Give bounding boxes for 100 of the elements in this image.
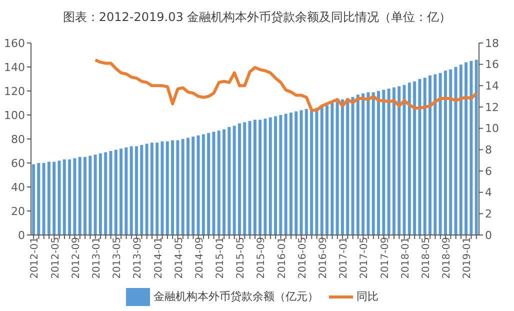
bar [351, 97, 354, 235]
bar [402, 85, 406, 235]
bar [73, 158, 76, 235]
x-tick-label: 2012-09 [70, 237, 82, 279]
bar [47, 162, 50, 235]
bar [454, 67, 458, 235]
bar [124, 147, 128, 235]
x-tick-label: 2015-01 [215, 237, 226, 279]
bar [130, 146, 133, 235]
y-tick-label: 0 [18, 228, 25, 242]
bar [366, 92, 370, 235]
y2-tick-label: 14 [485, 80, 499, 93]
x-tick-label: 2018-09 [442, 237, 453, 279]
bar [228, 127, 231, 235]
bar [134, 146, 138, 235]
y-tick-label: 120 [4, 84, 25, 98]
bar [438, 73, 442, 235]
bar [202, 134, 205, 235]
bar [326, 105, 329, 235]
x-tick-label: 2014-01 [153, 237, 164, 279]
bar [362, 93, 365, 235]
bar [382, 90, 386, 235]
y-tick-label: 100 [4, 108, 25, 122]
bar [408, 82, 411, 235]
bar [413, 81, 416, 235]
bar [120, 148, 123, 235]
bar [166, 141, 169, 235]
bar [423, 78, 426, 235]
bar [356, 94, 360, 235]
y2-tick-label: 6 [485, 164, 492, 178]
bar [104, 152, 108, 235]
bar [449, 69, 452, 235]
x-tick-label: 2013-09 [132, 237, 144, 279]
bar [340, 99, 344, 235]
x-tick-label: 2017-05 [359, 237, 370, 279]
y2-tick-label: 2 [485, 208, 492, 221]
bar [346, 98, 350, 235]
bar [253, 120, 256, 235]
bar [274, 116, 278, 235]
bar [217, 130, 220, 235]
bar [52, 162, 56, 235]
bar [434, 74, 437, 235]
bar [387, 88, 390, 235]
bar [212, 132, 216, 235]
bar [330, 103, 334, 235]
bar [37, 163, 40, 235]
bar [279, 115, 282, 235]
bar [459, 64, 462, 235]
bar [300, 110, 303, 235]
bar [171, 140, 174, 235]
bar [83, 157, 86, 235]
y2-tick-label: 8 [485, 144, 492, 157]
bar [192, 136, 195, 235]
bar [310, 109, 314, 235]
bar [474, 60, 478, 235]
y2-tick-label: 12 [485, 100, 499, 114]
x-tick-label: 2016-05 [297, 237, 308, 279]
bar [145, 144, 148, 235]
bar [232, 126, 236, 235]
x-tick-label: 2015-05 [236, 237, 247, 279]
bar [62, 159, 66, 235]
bar [264, 118, 267, 235]
bar [243, 122, 246, 235]
legend-label: 同比 [356, 290, 378, 304]
bar [294, 111, 298, 235]
bar [444, 70, 447, 235]
bar [428, 75, 432, 235]
x-tick-label: 2012-01 [30, 237, 41, 279]
bar [207, 133, 210, 235]
x-tick-label: 2016-01 [276, 237, 288, 279]
bar [304, 109, 308, 235]
bar [470, 61, 473, 235]
bar [238, 123, 241, 235]
x-tick-label: 2014-05 [174, 237, 185, 279]
bar [418, 79, 422, 235]
bar [176, 140, 180, 235]
bar [392, 87, 396, 235]
y-tick-label: 140 [4, 60, 25, 74]
x-tick-label: 2013-01 [91, 237, 102, 279]
bar [268, 117, 272, 235]
x-tick-label: 2018-01 [400, 237, 412, 279]
y2-tick-label: 10 [485, 122, 499, 136]
bar [42, 163, 46, 235]
y-tick-label: 80 [11, 132, 25, 146]
x-tick-label: 2015-09 [256, 237, 268, 279]
bar [78, 157, 82, 235]
y2-tick-label: 0 [485, 228, 492, 242]
bar [398, 86, 401, 235]
bar [98, 153, 102, 235]
y-tick-label: 60 [11, 156, 25, 170]
y2-tick-label: 4 [485, 186, 492, 200]
legend-label: 金融机构本外币贷款余额（亿元） [154, 290, 318, 304]
y-tick-label: 40 [11, 180, 25, 194]
bar [289, 112, 292, 235]
bar [114, 150, 118, 235]
bar [315, 108, 318, 235]
y2-tick-label: 16 [485, 58, 499, 72]
x-tick-label: 2019-01 [462, 237, 474, 279]
bar [94, 154, 97, 235]
bar [58, 160, 61, 235]
